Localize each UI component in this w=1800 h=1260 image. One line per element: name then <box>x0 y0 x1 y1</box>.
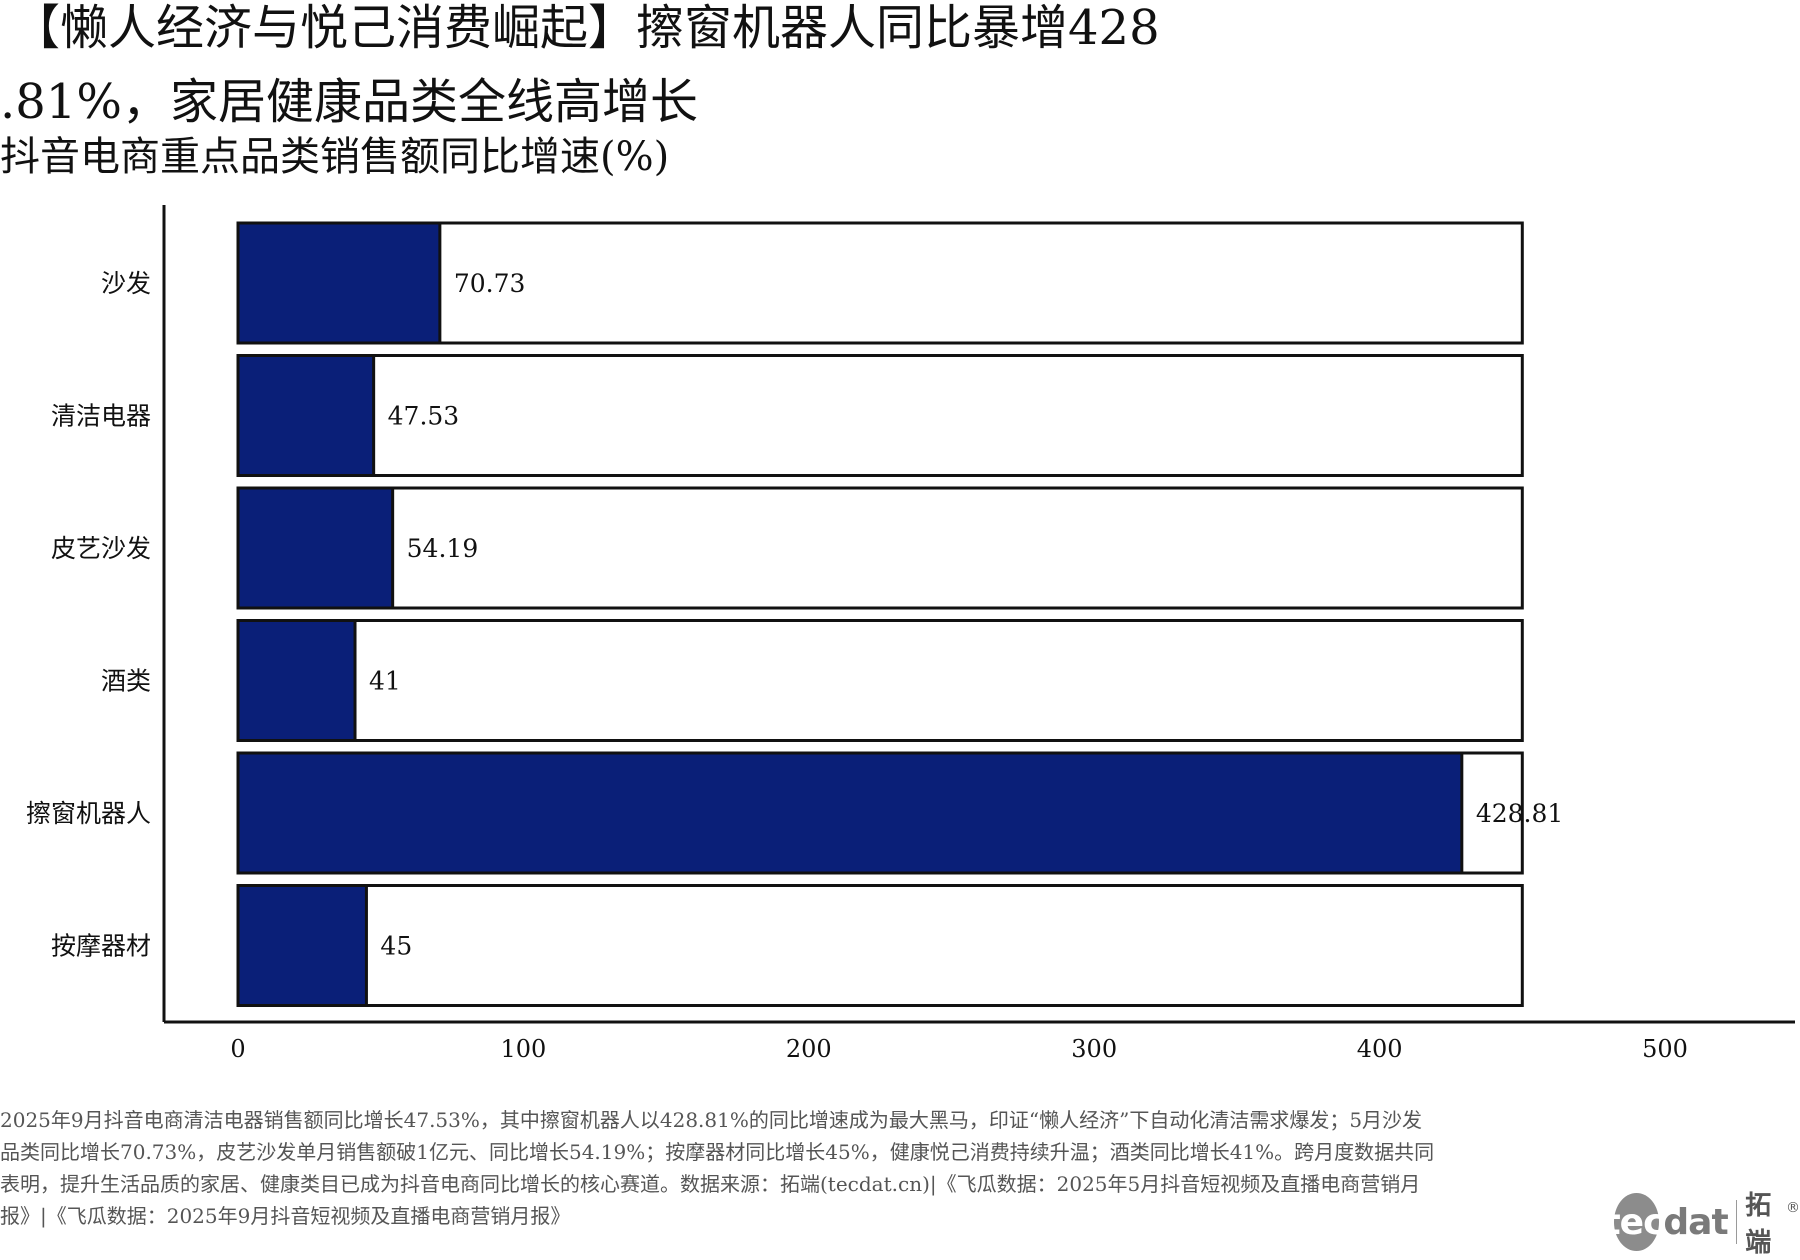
data-label: 41 <box>369 667 401 696</box>
background-bar <box>236 619 1524 742</box>
category-label: 擦窗机器人 <box>26 799 151 828</box>
background-bar <box>236 221 1524 345</box>
logo-registered-icon: ® <box>1786 1200 1800 1216</box>
bar <box>236 884 368 1007</box>
background-bar <box>236 884 1524 1007</box>
category-label: 皮艺沙发 <box>51 534 151 563</box>
bar <box>236 221 442 345</box>
category-label: 清洁电器 <box>51 402 151 431</box>
footnote-text: 2025年9月抖音电商清洁电器销售额同比增长47.53%，其中擦窗机器人以428… <box>0 1108 1435 1228</box>
x-tick-label: 100 <box>500 1035 546 1063</box>
data-label: 70.73 <box>454 269 526 298</box>
bar-chart: 沙发 70.73 清洁电器 47.53 皮艺沙发 54.19 酒类 41 擦窗机器人 428.81… <box>26 205 1795 1063</box>
x-tick-label: 0 <box>230 1035 245 1063</box>
category-label: 按摩器材 <box>51 932 151 961</box>
x-tick-label: 500 <box>1642 1035 1688 1063</box>
tecdat-logo: tec dat 拓端 ® <box>1603 1191 1800 1258</box>
data-label: 54.19 <box>407 534 479 563</box>
plot-area: 沙发 70.73 清洁电器 47.53 皮艺沙发 54.19 酒类 41 擦窗机器人 428.81… <box>26 205 1795 1063</box>
category-label: 酒类 <box>101 667 151 696</box>
bar <box>236 619 357 742</box>
data-label: 45 <box>380 932 412 961</box>
logo-text-cn: 拓端 <box>1745 1191 1772 1258</box>
logo-circle-icon <box>1614 1193 1660 1251</box>
chart-title-line-2: .81%，家居健康品类全线高增长 <box>0 74 698 130</box>
x-tick-label: 400 <box>1357 1035 1403 1063</box>
background-bar <box>236 486 1524 610</box>
data-label: 47.53 <box>388 402 460 431</box>
logo-text-dat: dat <box>1663 1201 1728 1243</box>
data-label: 428.81 <box>1476 799 1563 828</box>
category-label: 沙发 <box>101 269 151 298</box>
x-tick-label: 200 <box>786 1035 832 1063</box>
bar <box>236 751 1464 875</box>
background-bar <box>236 354 1524 477</box>
x-tick-label: 300 <box>1071 1035 1117 1063</box>
logo-divider <box>1735 1200 1738 1244</box>
bar <box>236 486 395 610</box>
bar <box>236 354 376 477</box>
logo-text-tec: tec <box>1603 1201 1664 1243</box>
chart-subtitle: 抖音电商重点品类销售额同比增速(%) <box>0 134 670 180</box>
chart-title-line-1: 【懒人经济与悦己消费崛起】擦窗机器人同比暴增428 <box>12 0 1160 56</box>
